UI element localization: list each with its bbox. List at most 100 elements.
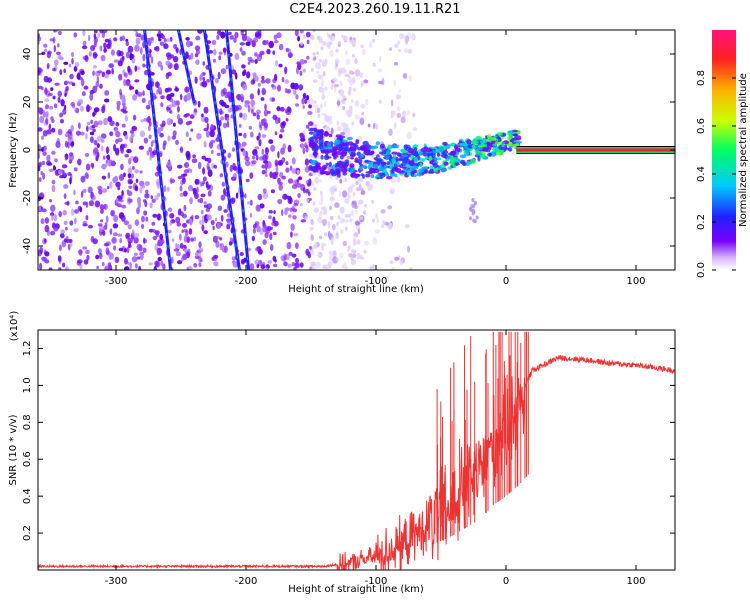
noise-speck <box>213 261 219 267</box>
noise-speck <box>308 104 313 109</box>
noise-speck <box>295 94 299 100</box>
noise-speck <box>367 123 371 128</box>
noise-speck <box>152 213 158 218</box>
noise-speck <box>245 178 250 183</box>
noise-speck <box>135 263 138 269</box>
signal-speck <box>372 168 380 173</box>
noise-speck <box>48 168 54 172</box>
noise-speck <box>121 55 125 61</box>
signal-speck <box>501 144 505 148</box>
noise-speck <box>163 185 167 193</box>
noise-speck <box>193 108 198 113</box>
signal-speck <box>361 165 368 169</box>
noise-speck <box>134 79 140 83</box>
signal-speck <box>459 154 467 159</box>
noise-speck <box>355 181 359 185</box>
noise-speck <box>310 261 316 267</box>
noise-speck <box>312 201 316 206</box>
noise-speck <box>256 263 260 269</box>
signal-speck <box>454 158 461 163</box>
signal-speck <box>419 162 423 167</box>
noise-speck <box>285 161 289 166</box>
noise-speck <box>64 92 67 97</box>
noise-speck <box>66 200 70 206</box>
signal-speck <box>508 142 513 146</box>
noise-speck <box>327 221 331 229</box>
noise-speck <box>132 182 137 191</box>
noise-speck <box>59 112 63 118</box>
noise-speck <box>49 199 53 203</box>
noise-speck <box>408 74 412 81</box>
noise-speck <box>239 42 245 46</box>
noise-speck <box>320 103 323 109</box>
noise-speck <box>131 229 135 237</box>
noise-speck <box>38 249 43 257</box>
noise-speck <box>239 252 244 256</box>
noise-speck <box>284 209 288 216</box>
noise-speck <box>268 210 273 214</box>
y-tick-label: 40 <box>22 48 33 61</box>
noise-speck <box>264 147 269 155</box>
noise-speck <box>360 190 366 196</box>
noise-speck <box>239 112 243 118</box>
noise-speck <box>175 242 178 250</box>
signal-speck <box>414 163 421 167</box>
noise-speck <box>173 63 179 71</box>
noise-speck <box>335 257 339 262</box>
noise-speck <box>354 209 358 214</box>
spectrogram-y-ticks: -40 -20 0 20 40 <box>22 48 675 254</box>
noise-speck <box>51 184 56 193</box>
noise-speck <box>329 205 332 211</box>
x-tick-label: -100 <box>365 576 388 587</box>
noise-speck <box>40 170 43 176</box>
noise-speck <box>167 229 172 234</box>
noise-speck <box>304 215 308 220</box>
noise-speck <box>321 112 327 116</box>
noise-speck <box>88 200 94 207</box>
noise-speck <box>299 70 303 76</box>
noise-speck <box>40 218 45 225</box>
noise-speck <box>185 40 192 48</box>
noise-speck <box>341 264 346 269</box>
noise-speck <box>347 192 351 200</box>
noise-speck <box>285 48 289 53</box>
noise-speck <box>221 245 227 253</box>
noise-speck <box>59 69 63 76</box>
noise-speck <box>272 216 276 224</box>
signal-speck <box>359 153 365 159</box>
noise-speck <box>54 59 59 66</box>
colorbar-tick-label: 0.0 <box>696 262 707 278</box>
noise-speck <box>171 256 174 264</box>
noise-speck <box>147 115 151 124</box>
signal-speck <box>341 139 348 143</box>
noise-speck <box>396 112 402 118</box>
noise-speck <box>241 64 246 69</box>
noise-speck <box>281 209 284 217</box>
noise-speck <box>176 114 181 120</box>
noise-speck <box>396 176 401 183</box>
noise-speck <box>354 220 361 226</box>
noise-speck <box>158 38 162 42</box>
noise-speck <box>129 135 134 143</box>
noise-speck <box>195 59 200 65</box>
noise-speck <box>380 209 386 214</box>
noise-speck <box>95 81 100 88</box>
noise-speck <box>313 186 317 191</box>
noise-speck <box>278 43 284 51</box>
signal-speck <box>427 171 432 174</box>
noise-speck <box>375 123 379 130</box>
signal-speck <box>466 139 472 145</box>
noise-speck <box>97 223 103 227</box>
noise-speck <box>93 120 99 128</box>
noise-speck <box>124 154 129 158</box>
noise-speck <box>347 213 351 218</box>
noise-speck <box>333 77 338 83</box>
noise-speck <box>109 131 114 137</box>
noise-speck <box>252 149 258 156</box>
noise-speck <box>273 210 276 215</box>
noise-speck <box>335 221 339 226</box>
noise-speck <box>407 245 411 253</box>
signal-speck <box>354 157 359 163</box>
noise-speck <box>113 59 120 63</box>
